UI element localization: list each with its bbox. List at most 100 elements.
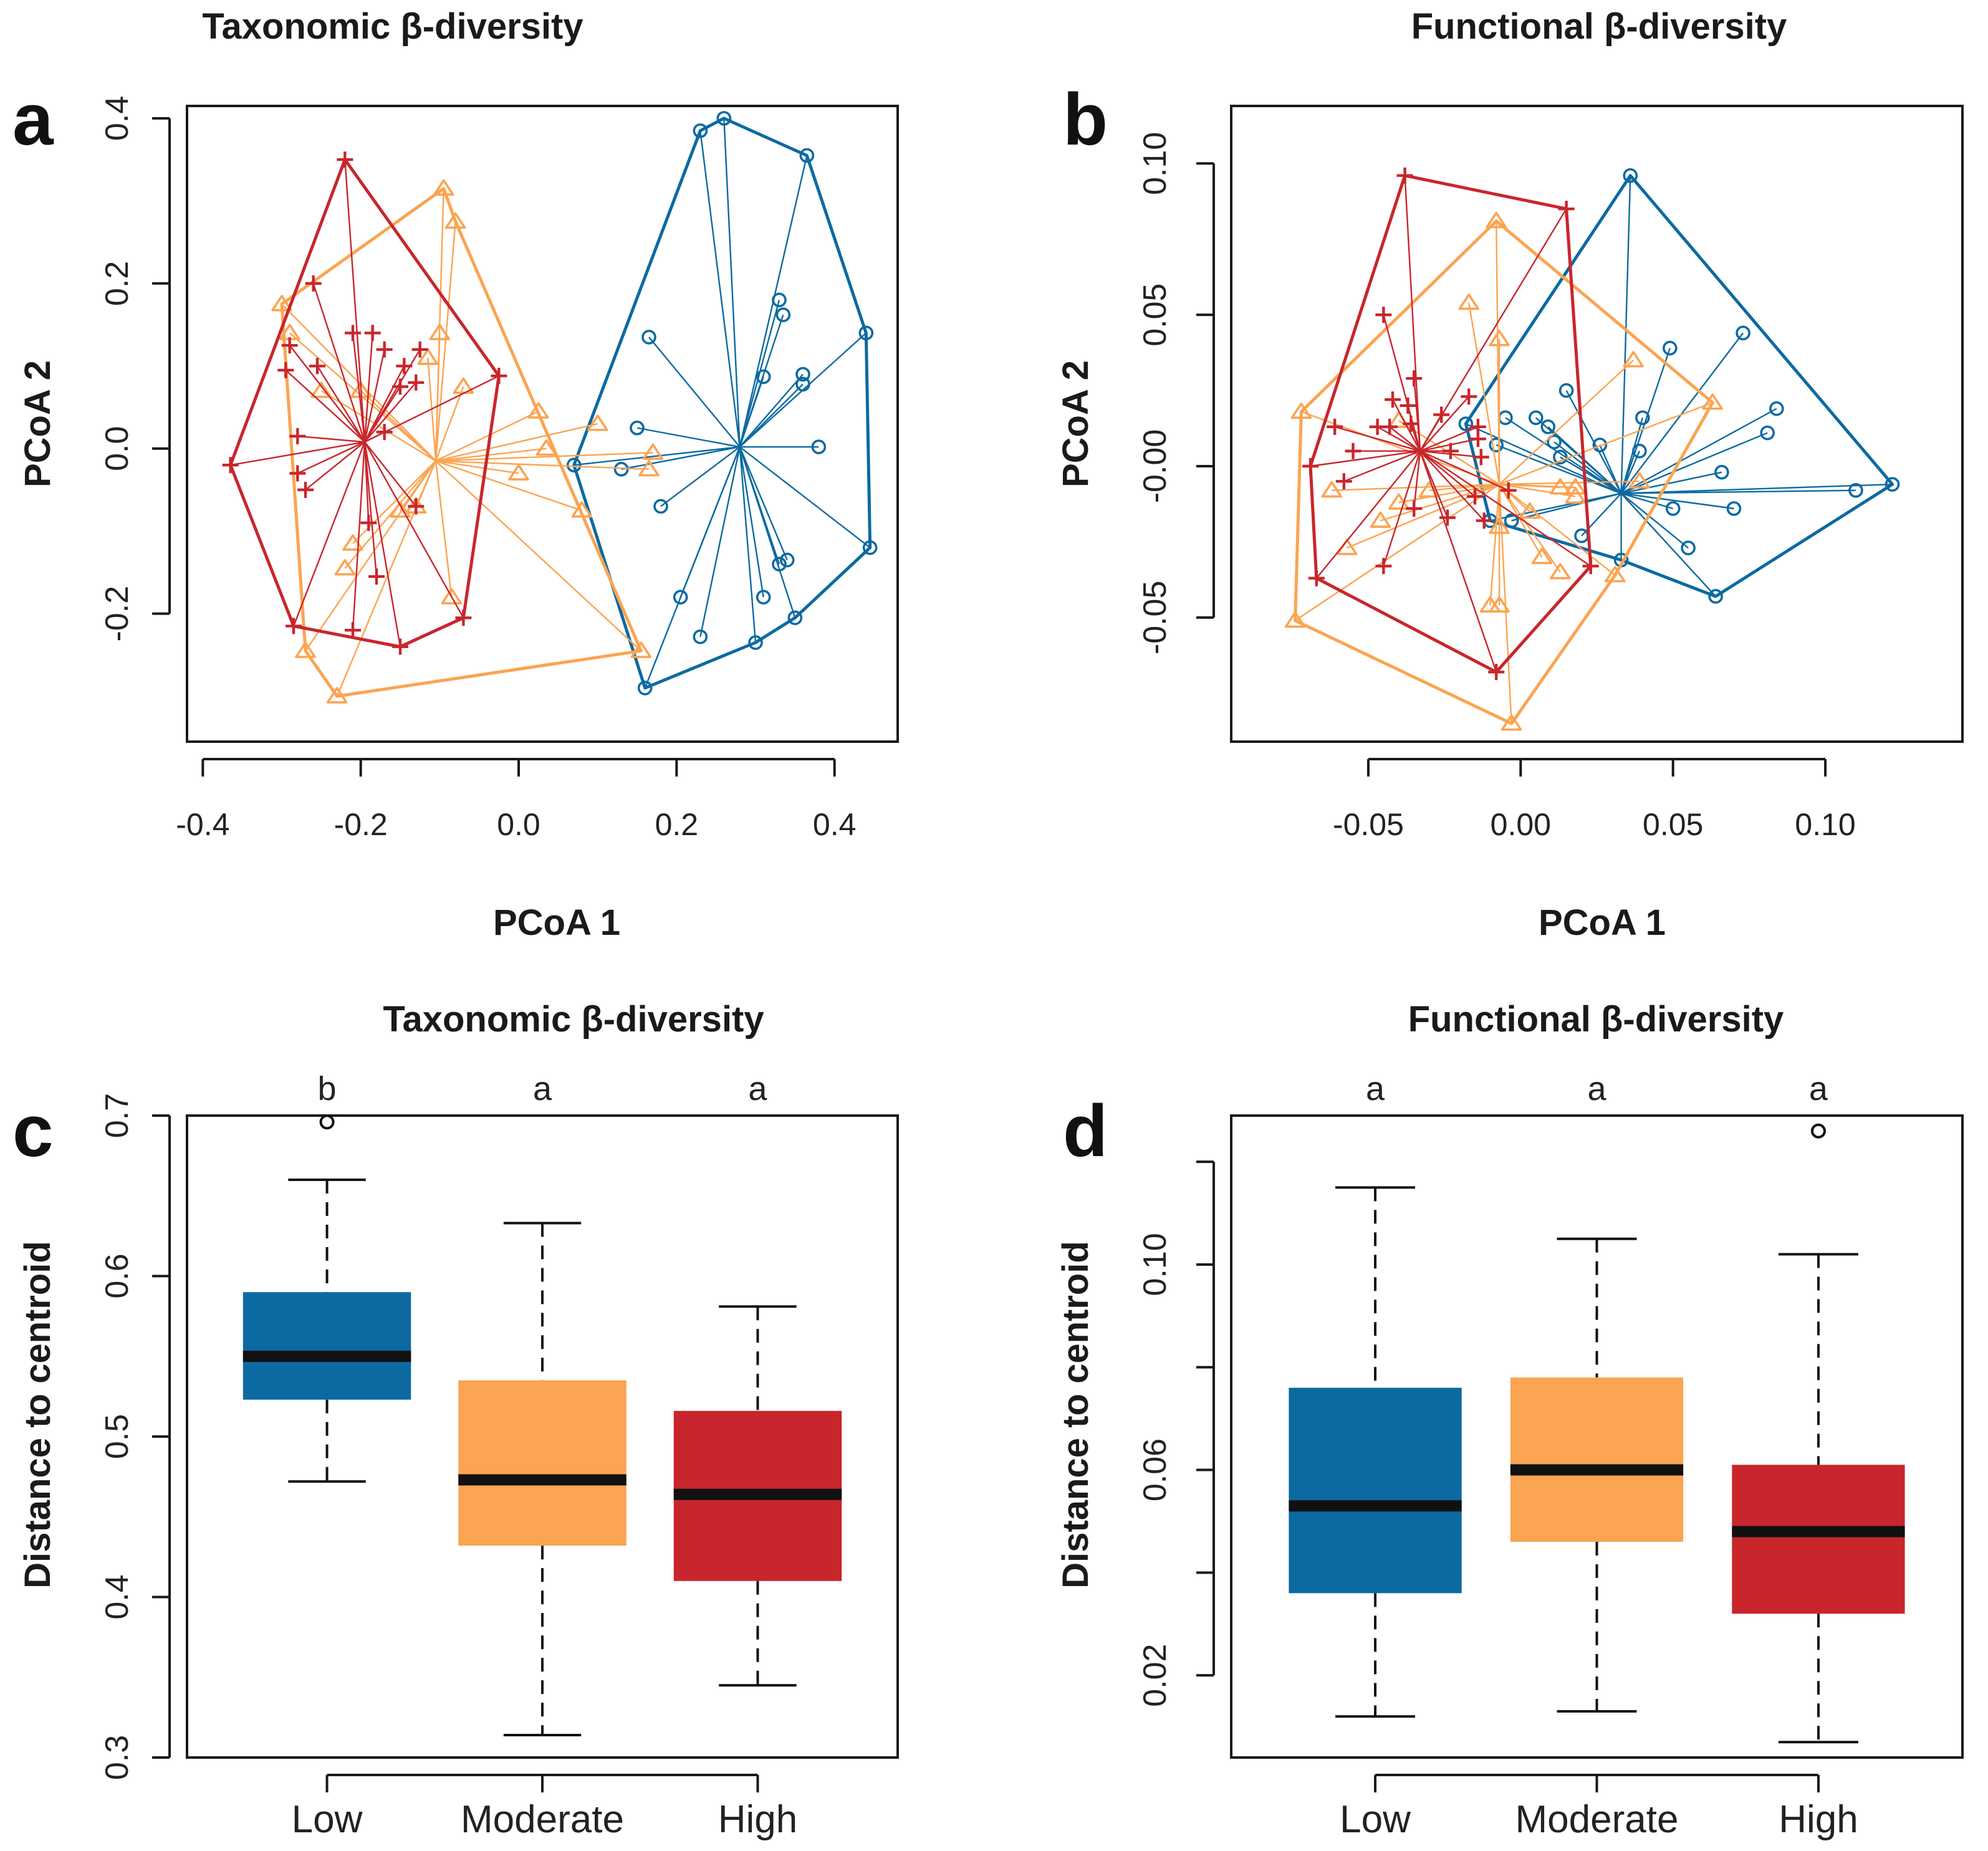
panel-d-box-iqr (1510, 1377, 1684, 1542)
panel-a-spoke-low (699, 446, 741, 638)
panel-a-point-moderate (417, 348, 439, 365)
panel-b-point-high (1335, 473, 1352, 490)
panel-a-hull-low (572, 117, 872, 690)
panel-a-point-high (455, 610, 472, 626)
panel-b-point-low (1547, 434, 1562, 449)
panel-d-category-label: Low (1340, 1798, 1411, 1841)
panel-d-significance-letter: a (1366, 1070, 1385, 1107)
panel-b-point-moderate (1519, 502, 1540, 519)
panel-b-spoke-moderate (1499, 483, 1576, 489)
panel-a-y-tick-label: 0.4 (99, 96, 135, 141)
panel-b-spoke-moderate (1468, 302, 1501, 485)
panel-b-x-tick-label: 0.00 (1491, 807, 1551, 842)
panel-b-point-moderate (1702, 393, 1723, 410)
panel-a-point-high (376, 341, 393, 358)
panel-b-spoke-low (1620, 175, 1631, 494)
panel-d-category-label: High (1779, 1798, 1858, 1841)
panel-b-spoke-low (1621, 483, 1893, 494)
panel-a-series-high (222, 151, 507, 655)
panel-b-point-low (1528, 410, 1544, 426)
panel-b-spoke-high (1377, 426, 1421, 452)
panel-a-point-high (297, 481, 314, 498)
panel-b-spoke-high (1410, 423, 1421, 452)
panel-c-y-tick-label: 0.7 (99, 1093, 135, 1138)
panel-b-spoke-high (1391, 399, 1421, 452)
panel-a-spoke-moderate (435, 411, 539, 462)
panel-b-y-tick-label: -0.05 (1137, 581, 1173, 655)
panel-a-spoke-high (363, 386, 401, 442)
panel-a-spoke-moderate (435, 452, 653, 462)
panel-a-spoke-low (679, 446, 741, 598)
panel-a-spoke-high (352, 333, 366, 442)
panel-b-series-high (1302, 167, 1599, 681)
panel-a-spoke-high (363, 365, 405, 442)
panel-a-point-moderate (390, 501, 411, 518)
panel-a-series-low (566, 111, 878, 696)
panel-b-spoke-low (1496, 444, 1622, 494)
panel-b-spoke-high (1419, 396, 1470, 452)
panel-a-spoke-high (292, 441, 366, 626)
panel-b-point-low (1885, 477, 1900, 492)
panel-a-spoke-high (363, 333, 373, 442)
panel-a-spoke-moderate (435, 460, 650, 471)
panel-a-point-high (360, 514, 377, 531)
panel-a-point-low (787, 610, 803, 626)
panel-b-spoke-low (1621, 492, 1674, 510)
panel-b-letter: b (1063, 79, 1108, 161)
panel-a-spoke-low (648, 337, 741, 447)
panel-b-point-moderate (1284, 611, 1306, 628)
panel-b-spoke-low (1599, 444, 1622, 494)
panel-a-point-low (795, 376, 810, 392)
panel-b-y-tick-label: 0.05 (1137, 284, 1173, 347)
panel-a-point-low (799, 148, 815, 163)
panel-d-y-tick-label: 0.06 (1137, 1438, 1173, 1501)
panel-b-point-high (1558, 201, 1575, 218)
panel-a-point-moderate (571, 501, 593, 518)
panel-a-point-low (795, 366, 810, 382)
panel-a-point-high (364, 325, 381, 342)
panel-a-point-low (693, 629, 708, 644)
panel-c-box-moderate (458, 1222, 627, 1736)
panel-b-spoke-low (1553, 441, 1622, 494)
panel-a-spoke-moderate (400, 460, 436, 511)
panel-b-spoke-high (1404, 175, 1421, 451)
panel-a-point-low (772, 292, 787, 308)
panel-b-point-high (1396, 167, 1413, 184)
panel-b-spoke-moderate (1294, 484, 1500, 621)
panel-a-spoke-moderate (435, 447, 547, 462)
panel-a-point-high (277, 361, 294, 378)
panel-a-spoke-high (305, 441, 365, 490)
panel-d-box-low (1289, 1186, 1462, 1718)
panel-a-point-low (756, 369, 771, 385)
panel-a-point-high (368, 568, 385, 585)
panel-b-series-moderate (1284, 211, 1723, 731)
panel-b-point-high (1582, 558, 1599, 575)
panel-b-point-high (1439, 509, 1456, 526)
panel-a-point-high (392, 378, 408, 395)
panel-b-spoke-high (1419, 414, 1443, 452)
panel-b-spoke-moderate (1499, 484, 1543, 558)
panel-a-spoke-high (297, 441, 365, 474)
panel-b-spoke-high (1419, 450, 1509, 491)
panel-b-spoke-high (1419, 438, 1479, 452)
panel-b-spoke-high (1419, 450, 1592, 567)
panel-b-spoke-moderate (1499, 484, 1561, 573)
panel-b-spoke-low (1620, 492, 1689, 549)
panel-a-point-low (858, 325, 874, 341)
panel-b-point-low (1553, 449, 1568, 465)
panel-d-box-iqr (1289, 1387, 1462, 1594)
panel-a-point-low (641, 330, 656, 345)
panel-b-point-moderate (1565, 478, 1587, 495)
panel-b-point-high (1433, 406, 1450, 423)
panel-b-y-tick-label: 0.10 (1137, 132, 1173, 195)
panel-b-point-moderate (1458, 293, 1479, 310)
panel-a-spoke-high (230, 441, 365, 466)
panel-b-point-low (1665, 501, 1681, 516)
panel-a-point-low (862, 540, 878, 555)
panel-b-spoke-high (1419, 426, 1479, 452)
panel-a-point-low (776, 307, 791, 322)
panel-b-spoke-moderate (1498, 484, 1512, 724)
panel-d-significance-letter: a (1809, 1070, 1828, 1107)
panel-b-spoke-moderate (1499, 360, 1634, 485)
panel-a-spoke-low (699, 130, 741, 447)
